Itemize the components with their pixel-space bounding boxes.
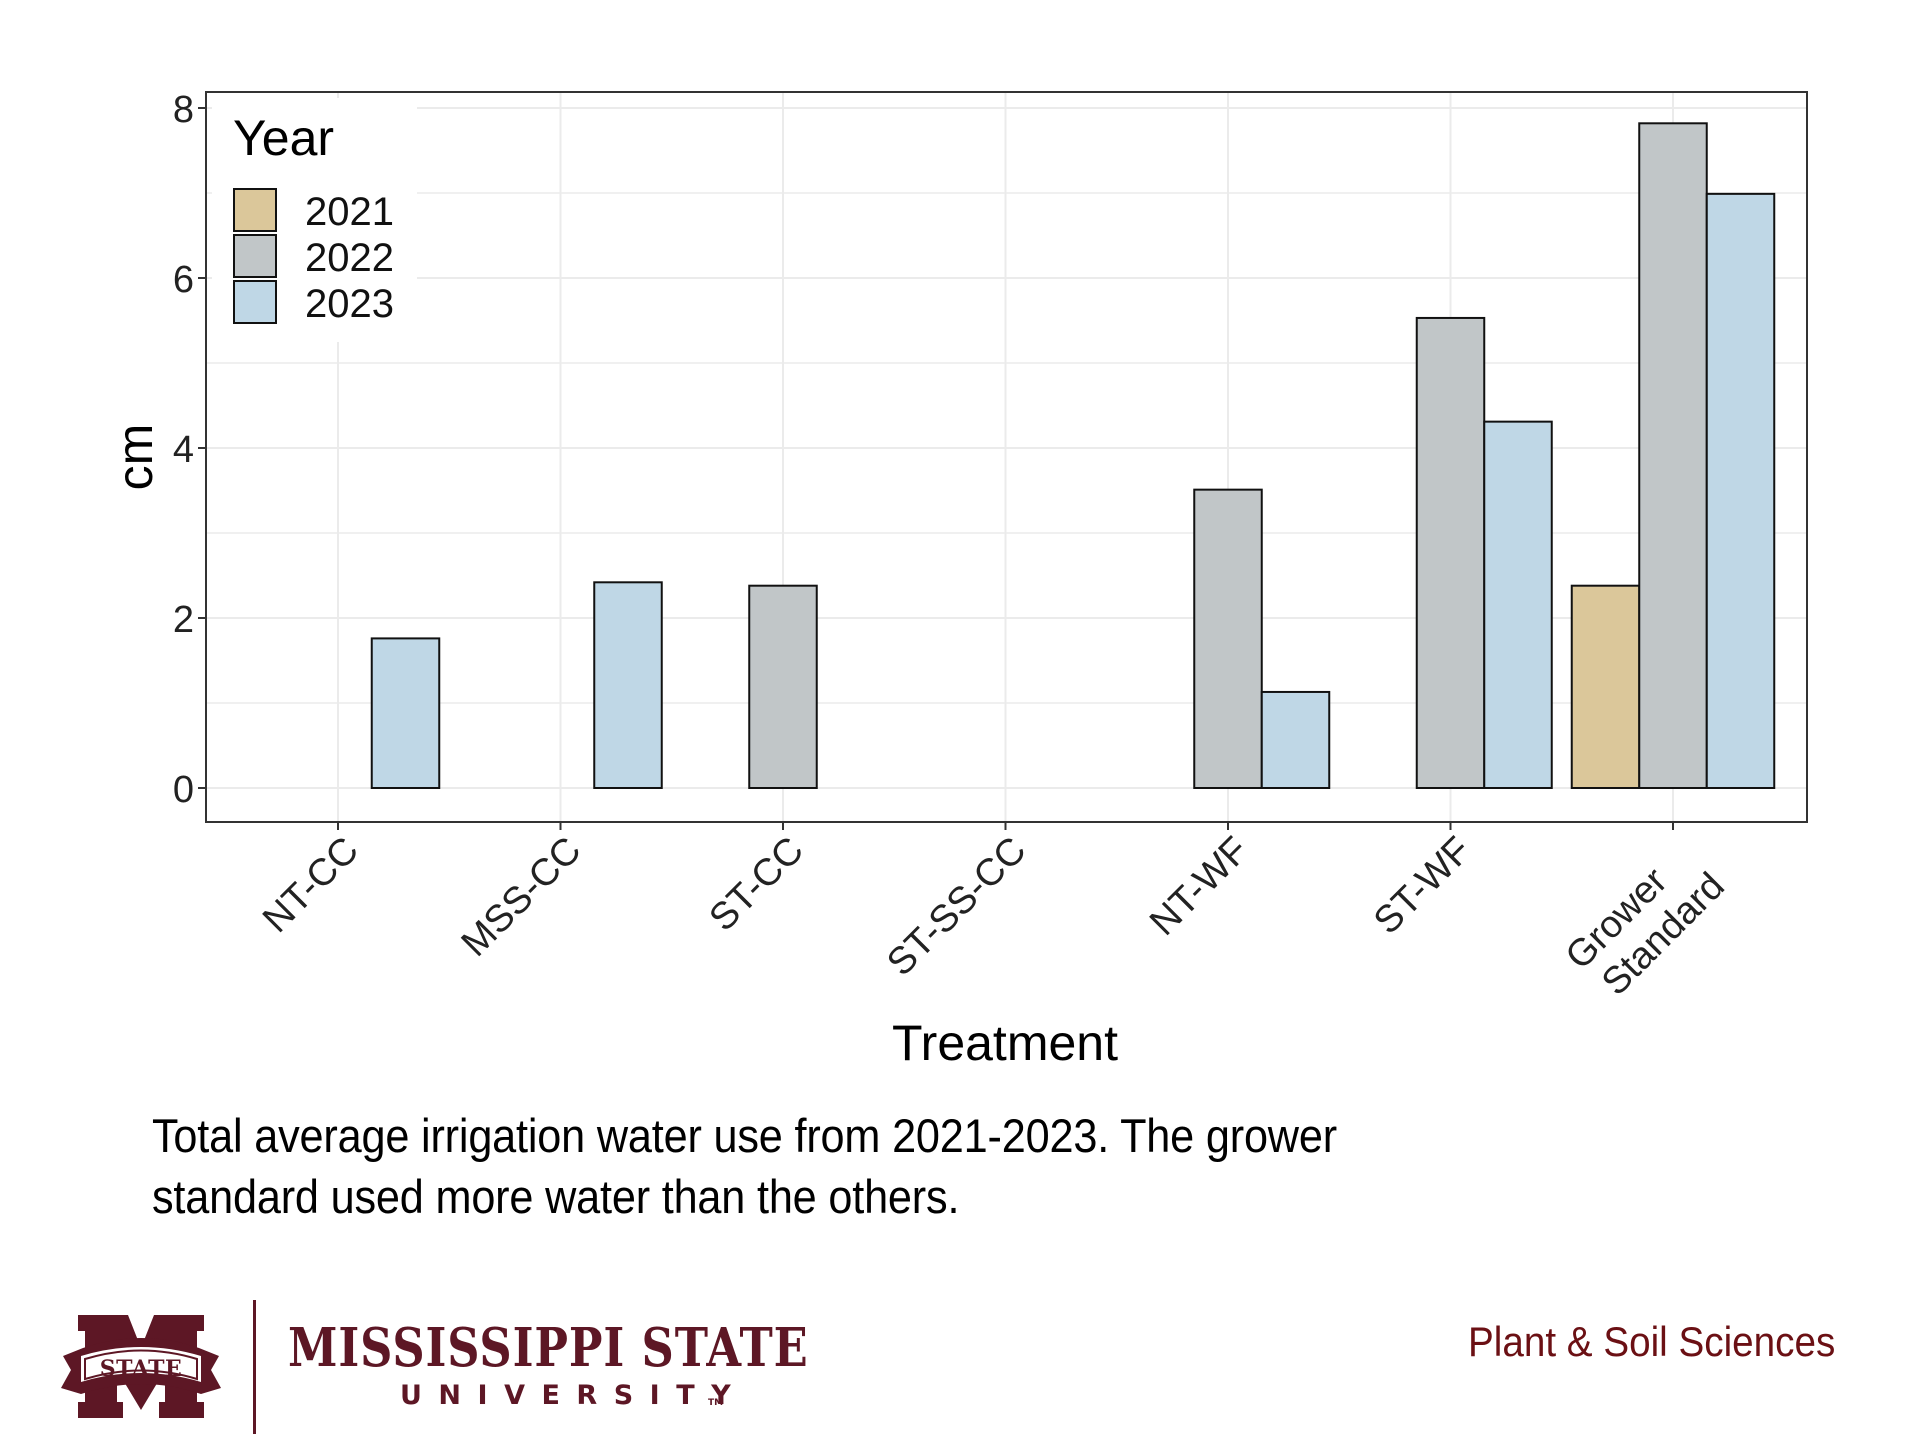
y-axis-title: cm [107, 424, 163, 491]
y-tick-label: 8 [173, 89, 194, 131]
m-state-logo-icon: STATE [61, 1315, 221, 1418]
bar-2022-st-cc [748, 584, 818, 790]
legend-label-2022: 2022 [305, 236, 394, 280]
x-tick-label-line: ST-WF [1366, 829, 1479, 942]
bar-2023-nt-cc [370, 637, 441, 790]
y-tick-label: 2 [173, 599, 194, 641]
x-tick-label: GrowerStandard [1558, 834, 1733, 1009]
bar-2022-grower-standard [1638, 122, 1708, 790]
x-tick-label-line: ST-SS-CC [879, 829, 1034, 984]
caption-line-1: Total average irrigation water use from … [152, 1109, 1337, 1162]
bar-2023-mss-cc [593, 581, 663, 789]
caption-line-2: standard used more water than the others… [152, 1170, 960, 1223]
irrigation-bar-chart: 0 2 4 6 8 NT-CC MSS-CC ST-CC ST-SS-CC NT-WF ST-WF… [107, 89, 1808, 1071]
legend-label-2021: 2021 [305, 190, 394, 234]
university-subtitle: UNIVERSITY [400, 1380, 748, 1411]
x-tick-label: ST-SS-CC [879, 829, 1034, 984]
y-tick-label: 6 [173, 259, 194, 301]
x-tick-label-line: NT-CC [255, 829, 367, 941]
msu-logo: STATE [61, 1300, 256, 1434]
x-tick-label: ST-CC [702, 829, 812, 939]
logo-state-text: STATE [100, 1356, 183, 1382]
x-axis: NT-CC MSS-CC ST-CC ST-SS-CC NT-WF ST-WF Grower… [255, 822, 1733, 1009]
x-tick-label: NT-WF [1142, 829, 1257, 944]
legend-key-2021 [233, 188, 277, 232]
bar-2021-grower-standard [1570, 584, 1641, 790]
bar-2023-nt-wf [1260, 690, 1331, 790]
x-tick-label: ST-WF [1366, 829, 1479, 942]
y-tick-label: 0 [173, 769, 194, 811]
legend-key-2023 [233, 280, 277, 324]
university-name: MISSISSIPPI STATE [288, 1316, 809, 1380]
logo-divider [253, 1300, 256, 1434]
bar-2023-st-wf [1483, 420, 1553, 789]
trademark-mark: TM [708, 1398, 724, 1408]
x-tick-label: MSS-CC [454, 829, 590, 965]
y-axis: 0 2 4 6 8 [173, 89, 206, 811]
bar-2023-grower-standard [1705, 192, 1776, 790]
y-tick-label: 4 [173, 429, 194, 471]
x-tick-label-line: NT-WF [1142, 829, 1257, 944]
x-tick-label-line: MSS-CC [454, 829, 590, 965]
department-name: Plant & Soil Sciences [1468, 1318, 1836, 1365]
bar-2022-st-wf [1415, 316, 1486, 789]
bar-2022-nt-wf [1193, 488, 1263, 789]
bars [370, 122, 1776, 790]
legend-key-2022 [233, 234, 277, 278]
legend-label-2023: 2023 [305, 282, 394, 326]
figure-caption: Total average irrigation water use from … [152, 1105, 1532, 1227]
x-tick-label: NT-CC [255, 829, 367, 941]
legend-title: Year [233, 110, 334, 166]
grid-lines [206, 92, 1807, 822]
x-tick-label-line: ST-CC [702, 829, 812, 939]
x-axis-title: Treatment [892, 1015, 1118, 1071]
